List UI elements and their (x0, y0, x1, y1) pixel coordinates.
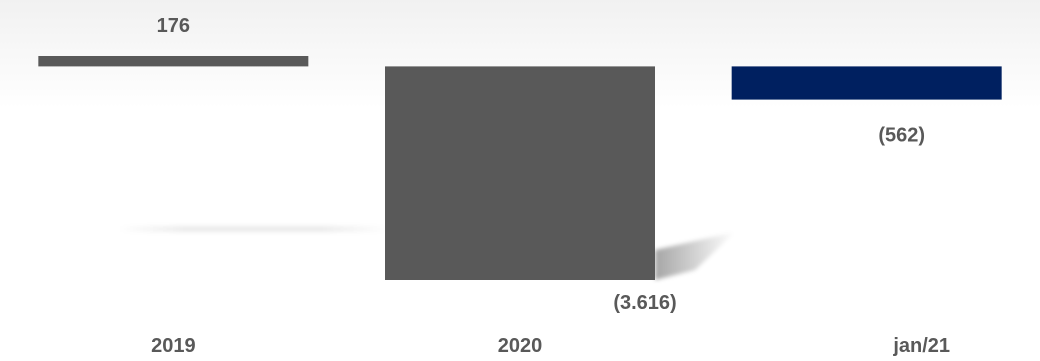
bar-shadow-2020 (655, 232, 735, 280)
x-tick-jan-21: jan/21 (892, 335, 950, 357)
bar-jan-21 (731, 66, 1002, 100)
bar-2020 (385, 66, 655, 280)
bar-2019 (38, 56, 309, 67)
x-tick-2020: 2020 (498, 335, 543, 357)
bars (38, 56, 1002, 280)
data-labels: 176 (3.616) (562) (157, 15, 925, 314)
x-tick-2019: 2019 (151, 335, 196, 357)
bar-shadows (118, 226, 735, 280)
data-label-2020: (3.616) (613, 292, 676, 314)
data-label-2019: 176 (157, 15, 190, 37)
data-label-jan-21: (562) (878, 125, 925, 147)
x-axis-tick-labels: 2019 2020 jan/21 (151, 335, 950, 357)
bar-shadow-2019 (118, 226, 389, 232)
